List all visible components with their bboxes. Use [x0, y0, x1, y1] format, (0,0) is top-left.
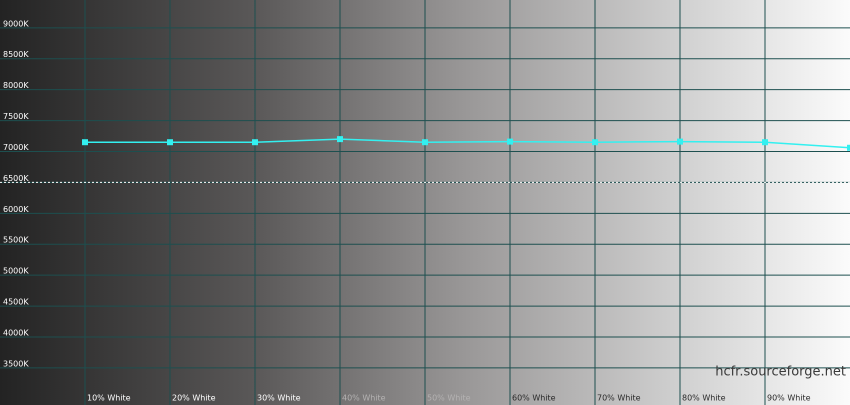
x-tick-label: 20% White: [172, 394, 216, 403]
point: [337, 136, 343, 143]
x-tick-label: 60% White: [512, 394, 556, 403]
point: [422, 139, 428, 146]
y-tick-label: 8500K: [3, 50, 29, 59]
y-tick-label: 6500K: [3, 174, 29, 183]
x-tick-label: 70% White: [597, 394, 641, 403]
series-line: [85, 138, 850, 149]
point: [167, 139, 173, 146]
y-tick-label: 7500K: [3, 112, 29, 121]
y-tick-label: 9000K: [3, 19, 29, 28]
y-tick-label: 5500K: [3, 236, 29, 245]
y-tick-label: 4500K: [3, 298, 29, 307]
y-tick-label: 4000K: [3, 328, 29, 337]
x-tick-label: 10% White: [87, 394, 131, 403]
y-tick-label: 3500K: [3, 359, 29, 368]
point: [847, 144, 850, 151]
point: [592, 139, 598, 146]
x-tick-label: 80% White: [682, 394, 726, 403]
plot: 10% White 20% White 30% White 40% White 50% …: [82, 136, 850, 403]
point: [252, 139, 258, 146]
x-tick-label: 50% White: [427, 394, 471, 403]
x-tick-label: 90% White: [767, 394, 811, 403]
x-tick-label: 40% White: [342, 394, 386, 403]
point: [677, 138, 683, 145]
y-tick-label: 5000K: [3, 267, 29, 276]
y-tick-label: 7000K: [3, 143, 29, 152]
point: [762, 139, 768, 146]
point: [507, 138, 513, 145]
x-tick-label: 30% White: [257, 394, 301, 403]
watermark: hcfr.sourceforge.net: [715, 365, 846, 380]
y-tick-label: 8000K: [3, 81, 29, 90]
point: [82, 139, 88, 146]
y-tick-label: 6000K: [3, 205, 29, 214]
